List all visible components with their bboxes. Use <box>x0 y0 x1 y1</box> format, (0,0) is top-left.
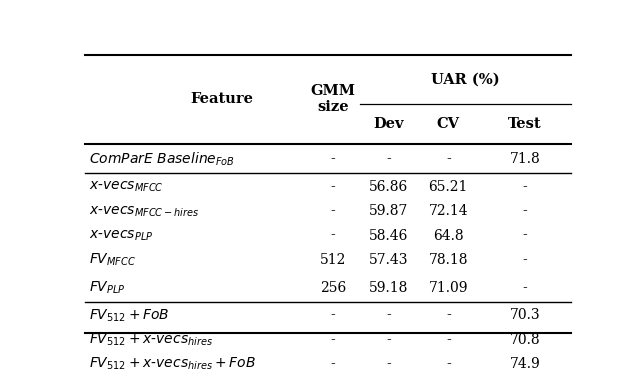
Text: $\mathit{x\text{-}vecs}_{\mathit{MFCC-hires}}$: $\mathit{x\text{-}vecs}_{\mathit{MFCC-hi… <box>89 204 199 218</box>
Text: Test: Test <box>508 117 541 131</box>
Text: 71.8: 71.8 <box>509 152 540 166</box>
Text: -: - <box>330 228 335 243</box>
Text: Dev: Dev <box>374 117 404 131</box>
Text: $\mathit{FV}_{\mathit{MFCC}}$: $\mathit{FV}_{\mathit{MFCC}}$ <box>89 252 136 268</box>
Text: 74.9: 74.9 <box>509 357 540 371</box>
Text: $\mathit{x\text{-}vecs}_{\mathit{PLP}}$: $\mathit{x\text{-}vecs}_{\mathit{PLP}}$ <box>89 228 153 243</box>
Text: 65.21: 65.21 <box>429 180 468 194</box>
Text: $\mathit{ComParE\ Baseline}_{\mathit{FoB}}$: $\mathit{ComParE\ Baseline}_{\mathit{FoB… <box>89 151 235 168</box>
Text: -: - <box>446 308 451 323</box>
Text: 70.8: 70.8 <box>509 333 540 347</box>
Text: $\mathit{FV}_{512}+\mathit{x\text{-}vecs}_{\mathit{hires}}$: $\mathit{FV}_{512}+\mathit{x\text{-}vecs… <box>89 331 213 348</box>
Text: -: - <box>522 204 527 218</box>
Text: GMM
size: GMM size <box>310 84 355 114</box>
Text: -: - <box>330 357 335 371</box>
Text: 57.43: 57.43 <box>369 253 408 267</box>
Text: -: - <box>522 281 527 295</box>
Text: -: - <box>522 228 527 243</box>
Text: 56.86: 56.86 <box>369 180 408 194</box>
Text: $\mathit{FV}_{\mathit{PLP}}$: $\mathit{FV}_{\mathit{PLP}}$ <box>89 280 125 296</box>
Text: -: - <box>446 357 451 371</box>
Text: Feature: Feature <box>191 92 254 106</box>
Text: -: - <box>330 180 335 194</box>
Text: -: - <box>387 308 391 323</box>
Text: -: - <box>330 308 335 323</box>
Text: CV: CV <box>437 117 460 131</box>
Text: 256: 256 <box>320 281 346 295</box>
Text: $\mathit{FV}_{512}+\mathit{FoB}$: $\mathit{FV}_{512}+\mathit{FoB}$ <box>89 307 170 324</box>
Text: -: - <box>387 357 391 371</box>
Text: 64.8: 64.8 <box>433 228 463 243</box>
Text: -: - <box>330 333 335 347</box>
Text: -: - <box>446 152 451 166</box>
Text: -: - <box>446 333 451 347</box>
Text: 59.18: 59.18 <box>369 281 408 295</box>
Text: 78.18: 78.18 <box>429 253 468 267</box>
Text: -: - <box>387 333 391 347</box>
Text: -: - <box>522 180 527 194</box>
Text: 58.46: 58.46 <box>369 228 408 243</box>
Text: 512: 512 <box>319 253 346 267</box>
Text: 59.87: 59.87 <box>369 204 408 218</box>
Text: $\mathit{x\text{-}vecs}_{\mathit{MFCC}}$: $\mathit{x\text{-}vecs}_{\mathit{MFCC}}$ <box>89 180 164 194</box>
Text: -: - <box>330 152 335 166</box>
Text: -: - <box>522 253 527 267</box>
Text: -: - <box>387 152 391 166</box>
Text: 70.3: 70.3 <box>509 308 540 323</box>
Text: 72.14: 72.14 <box>429 204 468 218</box>
Text: -: - <box>330 204 335 218</box>
Text: 71.09: 71.09 <box>429 281 468 295</box>
Text: UAR (%): UAR (%) <box>431 72 500 86</box>
Text: $\mathit{FV}_{512}+\mathit{x\text{-}vecs}_{\mathit{hires}}+\mathit{FoB}$: $\mathit{FV}_{512}+\mathit{x\text{-}vecs… <box>89 356 255 372</box>
